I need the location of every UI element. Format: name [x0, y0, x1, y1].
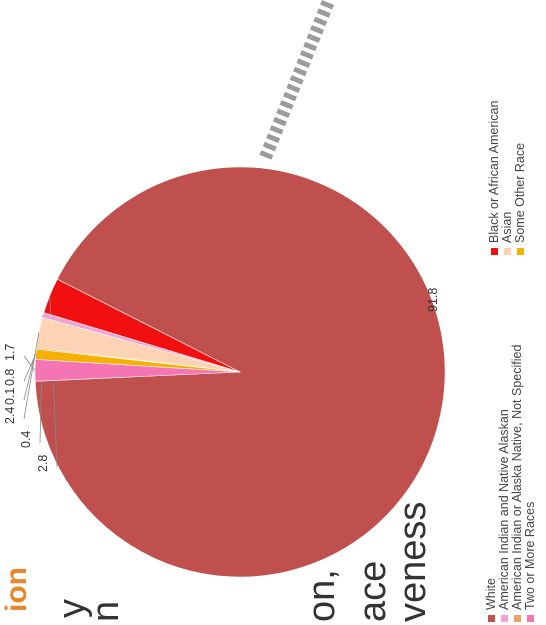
- legend-label: American Indian or Alaska Native, Not Sp…: [510, 344, 524, 610]
- legend-swatch: [488, 615, 496, 622]
- data-label-5: 0.1: [3, 388, 17, 405]
- legend-label: Asian: [500, 211, 514, 243]
- legend-swatch: [491, 248, 499, 255]
- leader-line-4: [23, 332, 40, 420]
- data-label-3: 0.4: [19, 431, 33, 448]
- leader-line-6: [23, 354, 37, 382]
- data-label-4: 2.4: [3, 407, 17, 424]
- legend-swatch: [504, 248, 512, 255]
- legend-entry: American Indian and Native Alaskan: [497, 409, 511, 622]
- data-label-7: 1.7: [3, 344, 17, 361]
- legend-label: American Indian and Native Alaskan: [497, 409, 511, 610]
- leader-line-7: [23, 355, 36, 371]
- legend-label: Black or African American: [487, 100, 501, 243]
- legend-entry: White: [484, 578, 498, 622]
- legend-entry: American Indian or Alaska Native, Not Sp…: [510, 345, 524, 622]
- legend-label: White: [484, 578, 498, 610]
- legend-swatch: [527, 615, 535, 622]
- data-label-6: 0.8: [3, 369, 17, 386]
- legend-swatch: [501, 615, 509, 622]
- legend-label: Some Other Race: [513, 142, 527, 243]
- data-label-2: 2.8: [36, 455, 50, 472]
- legend-swatch: [514, 615, 522, 622]
- legend-entry: Two or More Races: [523, 502, 537, 622]
- legend-entry: Asian: [500, 212, 514, 255]
- legend-label: Two or More Races: [523, 501, 537, 610]
- pie-slice-1: [34, 166, 446, 578]
- legend-entry: Some Other Race: [513, 143, 527, 255]
- legend-swatch: [517, 248, 525, 255]
- data-label-1: 91.8: [426, 288, 440, 312]
- legend-entry: Black or African American: [487, 101, 501, 255]
